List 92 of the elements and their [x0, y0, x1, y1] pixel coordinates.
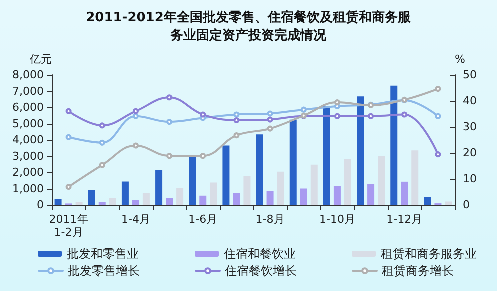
y2-tick-label: 30 [463, 120, 477, 134]
point [99, 122, 106, 129]
y-tick-label: 1,000 [12, 182, 44, 196]
bar [109, 198, 116, 205]
legend-label: 批发和零售业 [67, 247, 139, 261]
y-axis-title: 亿元 [29, 53, 52, 66]
bar [310, 164, 318, 205]
x-tick-label: 1-10月 [319, 213, 356, 226]
y-tick-label: 8,000 [12, 68, 44, 82]
bar [166, 198, 174, 205]
point [166, 119, 173, 126]
point [132, 142, 139, 149]
point [66, 184, 72, 190]
bar [357, 96, 364, 205]
point [99, 140, 106, 146]
bar [424, 197, 432, 205]
x-tick-label: 1-8月 [256, 213, 285, 226]
bar [256, 134, 264, 205]
point [66, 134, 72, 140]
bar [189, 156, 196, 205]
y2-axis-title: % [455, 53, 466, 66]
bar [445, 202, 452, 205]
point [368, 113, 374, 120]
point [267, 110, 274, 117]
legend-label: 住宿餐饮增长 [224, 264, 297, 278]
bar [233, 193, 240, 205]
bar [54, 199, 62, 205]
y-tick-label: 2,000 [12, 166, 44, 179]
bar [122, 182, 129, 205]
bar [156, 170, 163, 205]
bar [222, 146, 230, 205]
y-tick-label: 3,000 [12, 150, 44, 163]
x-tick-label: 2011年 1-2月 [49, 213, 88, 239]
y-tick-label: 6,000 [12, 101, 44, 114]
point [334, 113, 340, 120]
bar [401, 182, 408, 205]
y2-tick-label: 0 [463, 198, 470, 212]
x-tick-label: 1-6月 [188, 213, 218, 226]
bar [412, 150, 419, 205]
y-tick-label: 7,000 [12, 84, 44, 98]
y-tick-label: 4,000 [12, 134, 44, 146]
point [234, 132, 240, 139]
bar [323, 106, 330, 205]
bar [200, 196, 207, 205]
bar [244, 176, 251, 205]
point [267, 116, 274, 123]
y-tick-label: 0 [37, 198, 44, 212]
bar [290, 120, 297, 205]
point [132, 113, 139, 120]
point [166, 153, 173, 160]
x-tick-label: 1-12月 [386, 213, 423, 226]
bar [334, 186, 341, 205]
point [435, 86, 442, 92]
point [267, 126, 274, 132]
point [132, 108, 139, 114]
y2-tick-label: 20 [463, 146, 477, 160]
point [99, 162, 106, 168]
bar [300, 188, 308, 205]
bar [132, 200, 140, 205]
bar [390, 86, 398, 205]
bar [98, 202, 106, 205]
legend-label: 批发零售增长 [68, 264, 140, 278]
bar [378, 156, 386, 205]
point [300, 106, 307, 113]
bar [88, 190, 96, 205]
bar [368, 184, 375, 205]
point [234, 112, 240, 118]
y2-tick-label: 50 [463, 68, 477, 82]
legend-label: 住宿和餐饮业 [223, 247, 296, 261]
bar [277, 172, 284, 205]
y2-tick-label: 10 [463, 172, 477, 186]
bar [344, 160, 352, 205]
bar [76, 202, 83, 205]
x-tick-label: 1-4月 [121, 213, 150, 226]
point [234, 118, 240, 124]
bar [210, 182, 218, 205]
point [166, 94, 173, 101]
point [200, 153, 206, 160]
bar [142, 193, 150, 205]
point [435, 152, 442, 158]
legend-label: 租赁和商务服务业 [381, 247, 477, 261]
chart-title: 2011-2012年全国批发零售、住宿餐饮及租赁和商务服务业固定资产投资完成情况 [86, 10, 412, 44]
y-tick-label: 5,000 [12, 117, 44, 130]
point [402, 112, 408, 118]
point [200, 112, 206, 118]
point [435, 113, 442, 120]
legend-label: 租赁商务增长 [382, 264, 454, 278]
y2-tick-label: 40 [463, 94, 477, 108]
bar [266, 191, 274, 205]
bar [176, 188, 184, 205]
point [66, 108, 72, 114]
point [334, 100, 340, 106]
